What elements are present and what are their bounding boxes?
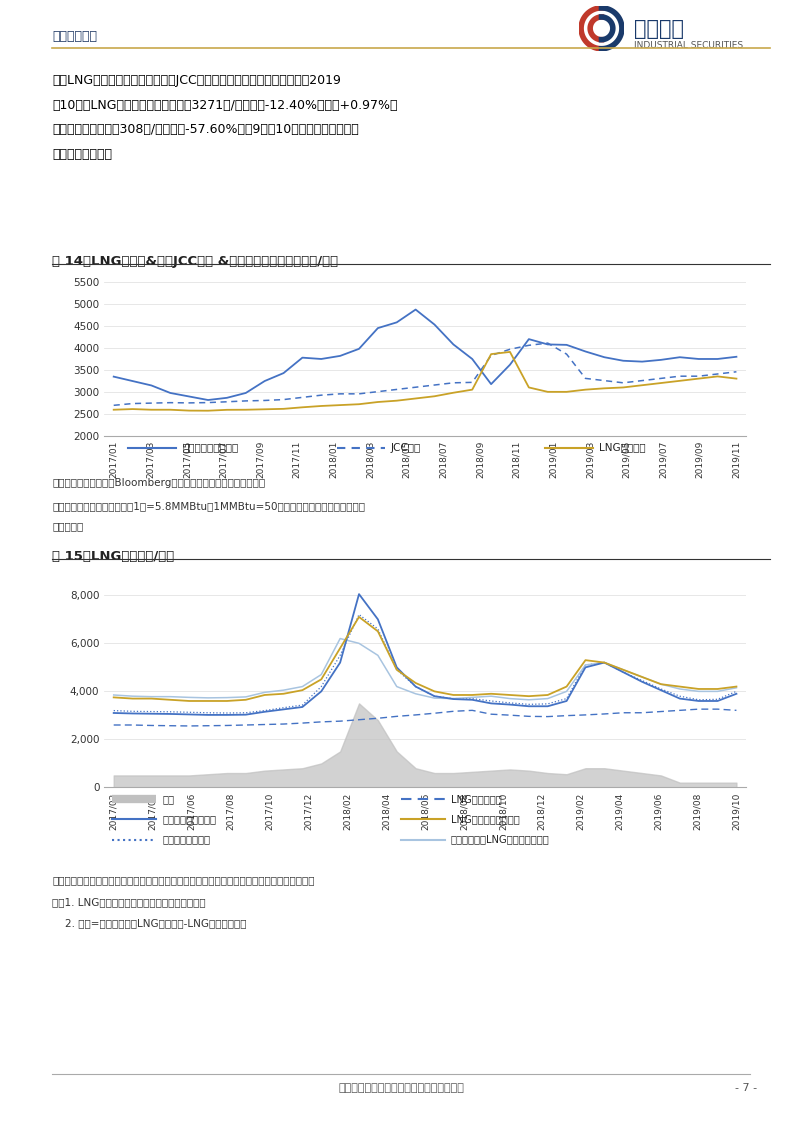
Text: 图 15、LNG价格（元/吨）: 图 15、LNG价格（元/吨）	[52, 550, 174, 562]
Text: 图 14、LNG进口价&日本JCC价格 &布伦特原油期货价格（元/吨）: 图 14、LNG进口价&日本JCC价格 &布伦特原油期货价格（元/吨）	[52, 255, 338, 267]
Text: 部分液厂平均出厂价: 部分液厂平均出厂价	[162, 815, 216, 824]
Text: 我国LNG进口价格与日本原油进口JCC价格挂钩，其为东北亚定价中心。2019: 我国LNG进口价格与日本原油进口JCC价格挂钩，其为东北亚定价中心。2019	[52, 74, 341, 86]
Text: LNG平均进口价: LNG平均进口价	[451, 794, 501, 803]
Text: 上海油气中心LNG出厂价全国指数: 上海油气中心LNG出厂价全国指数	[451, 835, 549, 844]
Text: 行业点评报告: 行业点评报告	[52, 29, 97, 43]
Text: - 7 -: - 7 -	[735, 1083, 757, 1092]
Text: 资料来源：海关总署、Bloomberg、兴业证券经济与金融研究院整理: 资料来源：海关总署、Bloomberg、兴业证券经济与金融研究院整理	[52, 478, 265, 488]
Text: JCC价格: JCC价格	[391, 443, 421, 452]
Text: 布伦特原油期货价格: 布伦特原油期货价格	[182, 443, 238, 452]
Text: 价差: 价差	[162, 794, 174, 803]
Text: 于去年同期水平。: 于去年同期水平。	[52, 148, 112, 161]
Text: LNG接收站平均出厂价: LNG接收站平均出厂价	[451, 815, 520, 824]
Text: 兴业证券: 兴业证券	[634, 19, 683, 40]
Text: INDUSTRIAL SECURITIES: INDUSTRIAL SECURITIES	[634, 41, 743, 50]
Text: 部分省平均到货价: 部分省平均到货价	[162, 835, 210, 844]
Text: 资料来源：海关总署、隆众化工、金银岛、上海油气交易中心、兴业证券经济与金融研究院整理: 资料来源：海关总署、隆众化工、金银岛、上海油气交易中心、兴业证券经济与金融研究院…	[52, 875, 314, 885]
Text: 年10月，LNG进口均价小幅上升，为3271元/吨，同比-12.40%，环比+0.97%。: 年10月，LNG进口均价小幅上升，为3271元/吨，同比-12.40%，环比+0…	[52, 99, 398, 111]
Text: LNG进口价格: LNG进口价格	[599, 443, 646, 452]
Text: 注：原油单位换算考虑如下：1桶=5.8MMBtu，1MMBtu=50吨，汇率换算按美元兑人民币即: 注：原油单位换算考虑如下：1桶=5.8MMBtu，1MMBtu=50吨，汇率换算…	[52, 501, 365, 511]
Text: 注：1. LNG进口价格按美元兑人民币即期汇率换算: 注：1. LNG进口价格按美元兑人民币即期汇率换算	[52, 897, 206, 908]
Text: 2. 价差=上海油气中心LNG价格指数-LNG平均进口价格: 2. 价差=上海油气中心LNG价格指数-LNG平均进口价格	[52, 918, 247, 928]
Text: 出厂价与进口价价差308元/吨，同比-57.60%，较9月、10月略有扩大，但仍低: 出厂价与进口价价差308元/吨，同比-57.60%，较9月、10月略有扩大，但仍…	[52, 123, 358, 136]
Text: 期汇率。。: 期汇率。。	[52, 521, 83, 531]
Text: 请务必阅读正文之后的信息披露和重要声明: 请务必阅读正文之后的信息披露和重要声明	[338, 1083, 464, 1092]
